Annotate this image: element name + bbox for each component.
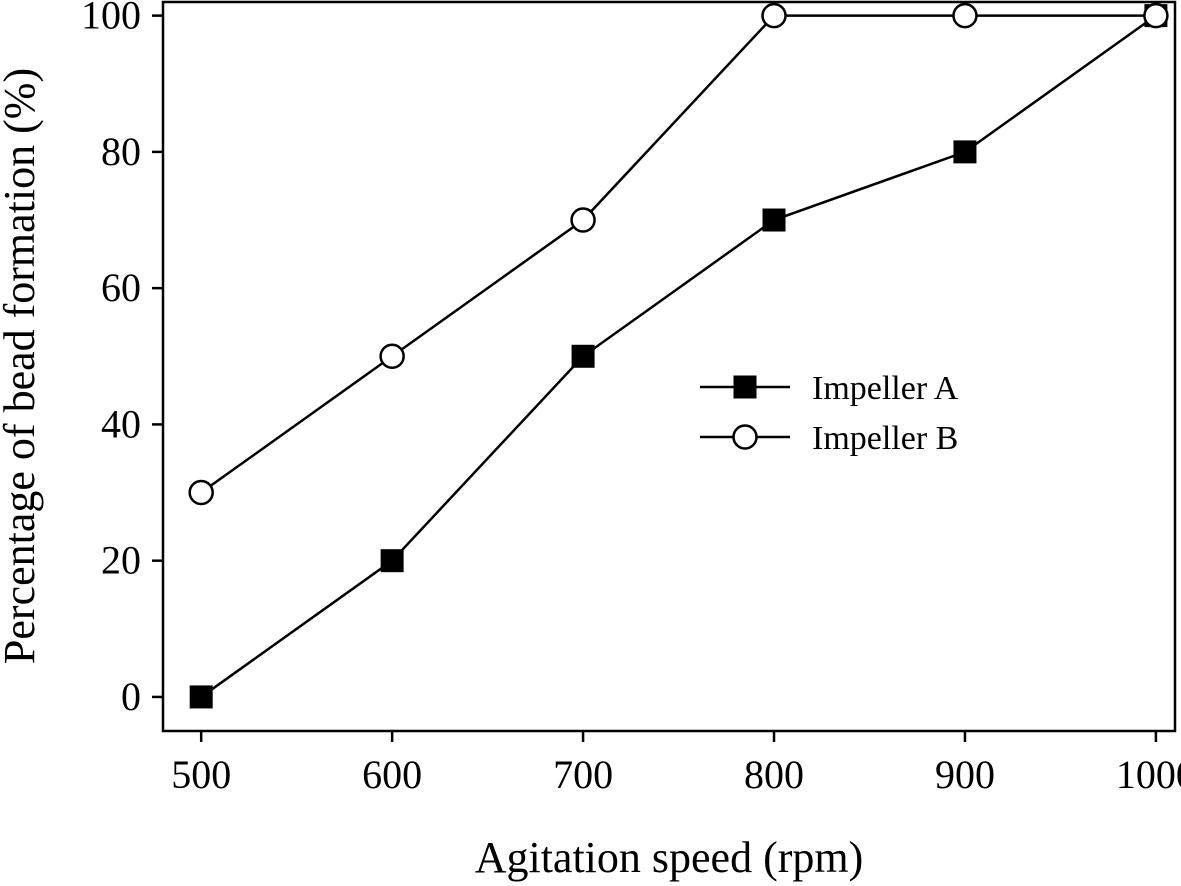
y-tick-label: 100 [81, 0, 141, 38]
y-tick-label: 20 [101, 538, 141, 583]
y-tick-label: 40 [101, 401, 141, 446]
data-point-impeller-b [379, 343, 405, 370]
x-tick-label: 800 [744, 752, 804, 797]
data-point-impeller-b [570, 207, 596, 233]
data-point-legend-impeller-b [732, 424, 758, 450]
data-point-impeller-b [1143, 2, 1169, 29]
series-layer [188, 2, 1169, 709]
legend: Impeller A Impeller B [700, 370, 959, 457]
data-point-impeller-a [571, 344, 595, 368]
series-line-impeller-a [200, 14, 1157, 698]
x-tick-label: 500 [171, 752, 231, 797]
data-point-impeller-b [188, 479, 214, 506]
data-point-impeller-a [380, 549, 404, 573]
x-axis-title: Agitation speed (rpm) [475, 833, 864, 882]
data-point-legend-impeller-a [733, 375, 757, 399]
y-tick-label: 0 [121, 674, 141, 719]
data-point-impeller-b [952, 2, 978, 29]
y-tick-label: 80 [101, 129, 141, 174]
y-axis-title: Percentage of bead formation (%) [0, 68, 44, 664]
x-tick-label: 900 [935, 752, 995, 797]
legend-item-impeller-a: Impeller A [700, 370, 959, 407]
x-tick-label: 600 [362, 752, 422, 797]
legend-label: Impeller B [812, 420, 958, 457]
y-tick-label: 60 [101, 265, 141, 310]
legend-label: Impeller A [812, 370, 959, 407]
plot-frame [161, 0, 1177, 733]
y-axis: 0 20 40 60 80 100 [81, 0, 163, 719]
data-point-impeller-a [189, 685, 213, 709]
data-point-impeller-b [761, 2, 787, 29]
plot-area [161, 0, 1177, 733]
series-impeller-a [189, 4, 1168, 709]
series-impeller-b [188, 2, 1169, 506]
data-point-impeller-a [762, 208, 786, 232]
legend-item-impeller-b: Impeller B [700, 420, 958, 457]
series-line-impeller-b [200, 14, 1156, 494]
data-point-impeller-a [953, 140, 977, 164]
x-tick-label: 700 [553, 752, 613, 797]
